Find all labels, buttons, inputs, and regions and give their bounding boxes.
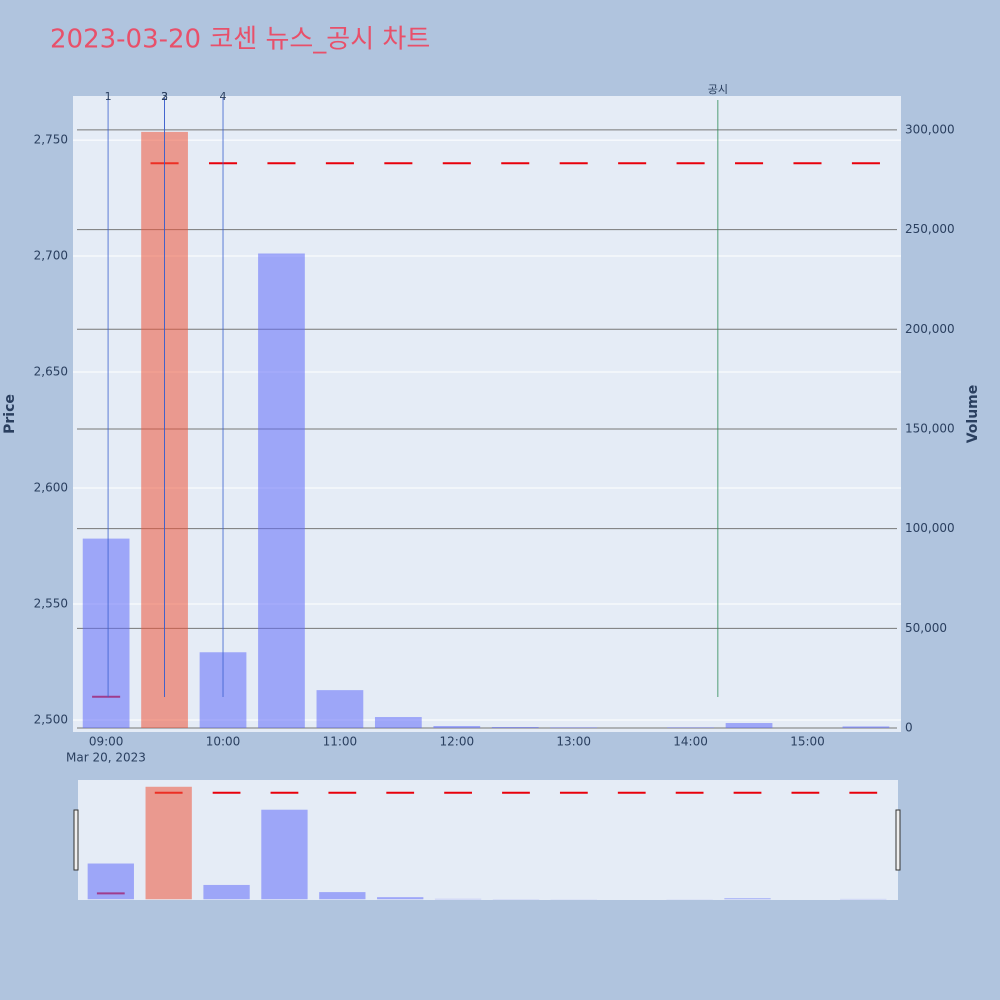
x-tick-label: 12:00 [440,735,475,749]
x-date-label: Mar 20, 2023 [66,751,146,765]
y-axis-title: Price [2,394,18,434]
annotation-label: 3 [161,90,168,103]
volume-bar [374,717,422,729]
y2-tick-label: 150,000 [905,421,955,435]
volume-bar [842,726,890,729]
chart-title: 2023-03-20 코센 뉴스_공시 차트 [50,25,430,55]
slider-handle[interactable] [895,809,901,871]
x-tick-label: 10:00 [206,735,241,749]
volume-bar [667,727,714,729]
range-slider[interactable] [78,780,898,900]
volume-bar [87,863,134,900]
y2-axis-title: Volume [965,385,981,444]
volume-bar [724,898,771,900]
y-tick-label: 2,650 [34,365,68,379]
y2-tick-label: 250,000 [905,222,955,236]
y-tick-label: 2,550 [34,596,68,610]
volume-bar [203,884,250,900]
x-tick-label: 14:00 [673,735,708,749]
y2-tick-label: 100,000 [905,521,955,535]
volume-bar [725,723,773,729]
y2-tick-label: 200,000 [905,322,955,336]
volume-bar [433,726,481,729]
x-tick-label: 13:00 [556,735,591,749]
volume-bar [82,538,130,729]
y2-tick-label: 300,000 [905,122,955,136]
volume-bar [377,897,424,900]
volume-bar [319,892,366,900]
x-tick-label: 09:00 [89,735,124,749]
volume-bar [145,786,192,900]
volume-bar [316,690,364,729]
y-tick-label: 2,600 [34,480,68,494]
slider-handle[interactable] [73,809,79,871]
y-tick-label: 2,500 [34,712,68,726]
plot-area [73,96,901,732]
x-tick-label: 15:00 [790,735,825,749]
volume-bar [550,727,598,729]
annotation-label: 4 [220,90,227,103]
volume-bar [258,253,305,729]
annotation-label: 2 [161,90,168,103]
annotation-label: 공시 [708,83,728,96]
volume-bar [491,727,539,729]
y-tick-label: 2,750 [34,133,68,147]
y2-tick-label: 0 [905,721,913,735]
annotation-label: 1 [105,90,112,103]
x-tick-label: 11:00 [323,735,358,749]
y-tick-label: 2,700 [34,249,68,263]
y2-tick-label: 50,000 [905,621,947,635]
volume-bar [261,809,308,900]
